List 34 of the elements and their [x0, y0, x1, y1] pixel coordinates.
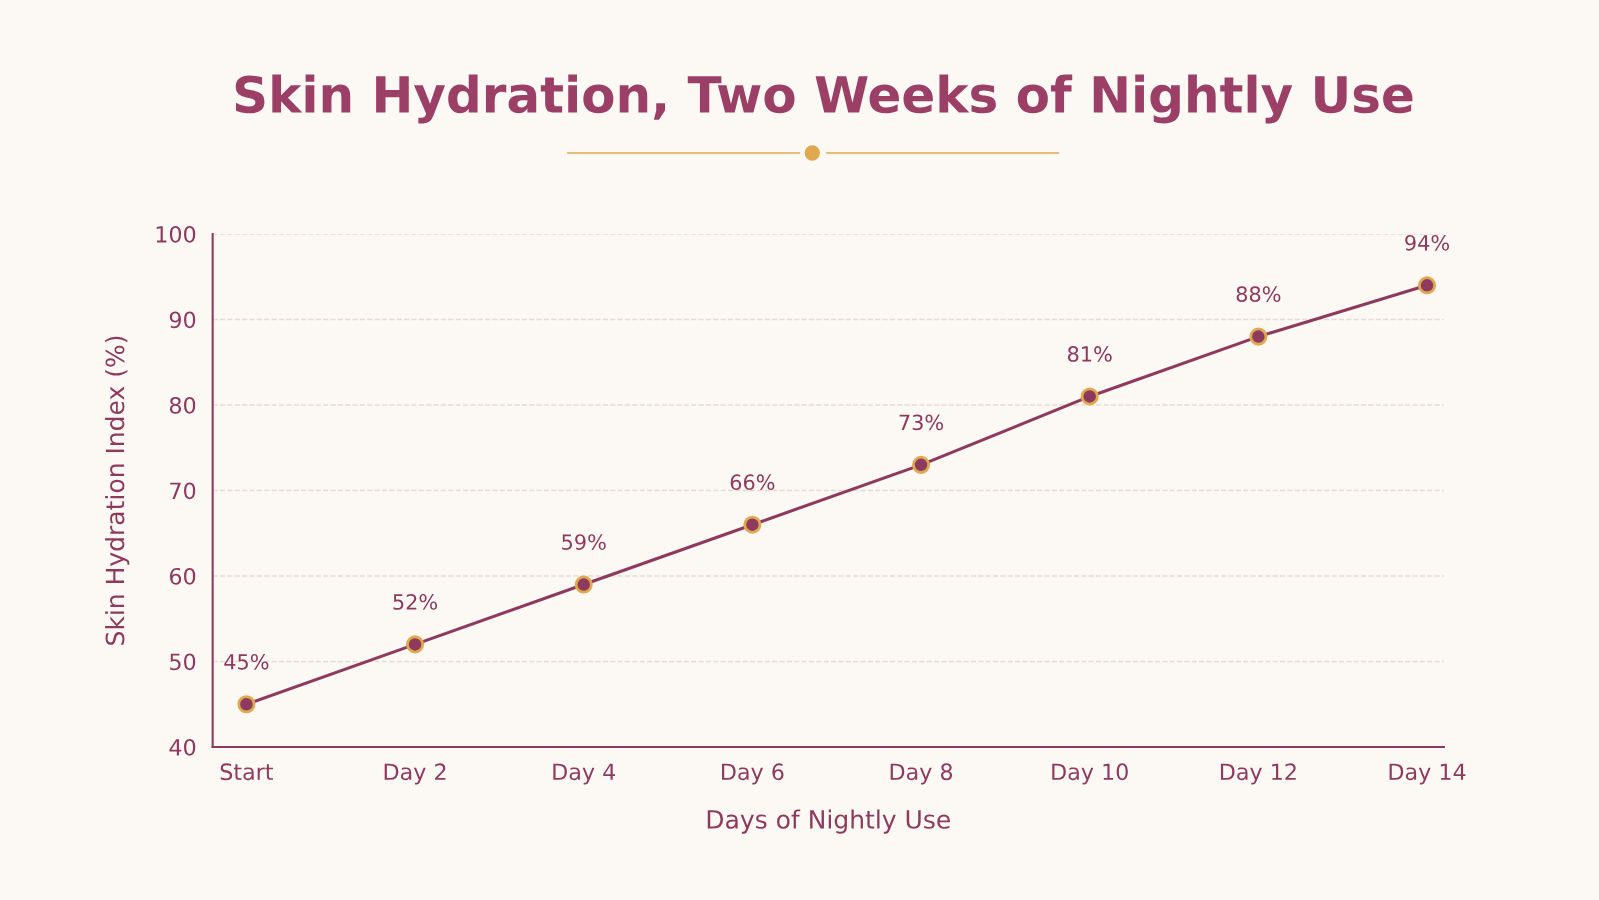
point	[574, 575, 593, 594]
point	[406, 635, 425, 654]
point	[1080, 387, 1099, 406]
x-tick-label: Day 12	[1220, 763, 1296, 785]
point	[1249, 327, 1268, 346]
y-axis-title: Skin Hydration Index (%)	[105, 336, 130, 645]
x-tick-label: Day 6	[722, 763, 784, 785]
x-axis-title: Days of Nightly Use	[707, 809, 950, 834]
y-tick-label: 40	[169, 738, 196, 756]
x-tick-label: Day 2	[384, 763, 446, 785]
data-label: 45%	[224, 653, 269, 670]
y-tick-label: 80	[169, 396, 196, 414]
data-label: 52%	[393, 594, 438, 610]
y-tick-label: 100	[156, 225, 196, 243]
data-label: 94%	[1405, 234, 1450, 251]
x-tick-label: Day 10	[1052, 763, 1128, 785]
y-tick-label: 90	[169, 311, 196, 329]
chart-title: Skin Hydration, Two Weeks of Nightly Use	[235, 74, 1413, 124]
x-tick-label: Day 4	[553, 763, 616, 785]
data-label: 73%	[899, 414, 944, 431]
x-tick-label: Start	[220, 763, 274, 781]
data-label: 81%	[1067, 346, 1112, 362]
point	[237, 695, 256, 714]
point	[912, 455, 931, 474]
data-label: 66%	[730, 474, 775, 491]
x-tick-label: Day 14	[1389, 763, 1466, 785]
y-tick-label: 70	[170, 482, 196, 500]
point	[1418, 276, 1437, 295]
y-tick-label: 60	[169, 567, 196, 585]
data-label: 88%	[1236, 286, 1281, 303]
point	[743, 515, 762, 534]
x-tick-label: Day 8	[890, 763, 953, 785]
y-tick-label: 50	[170, 653, 196, 671]
data-label: 59%	[562, 534, 606, 550]
